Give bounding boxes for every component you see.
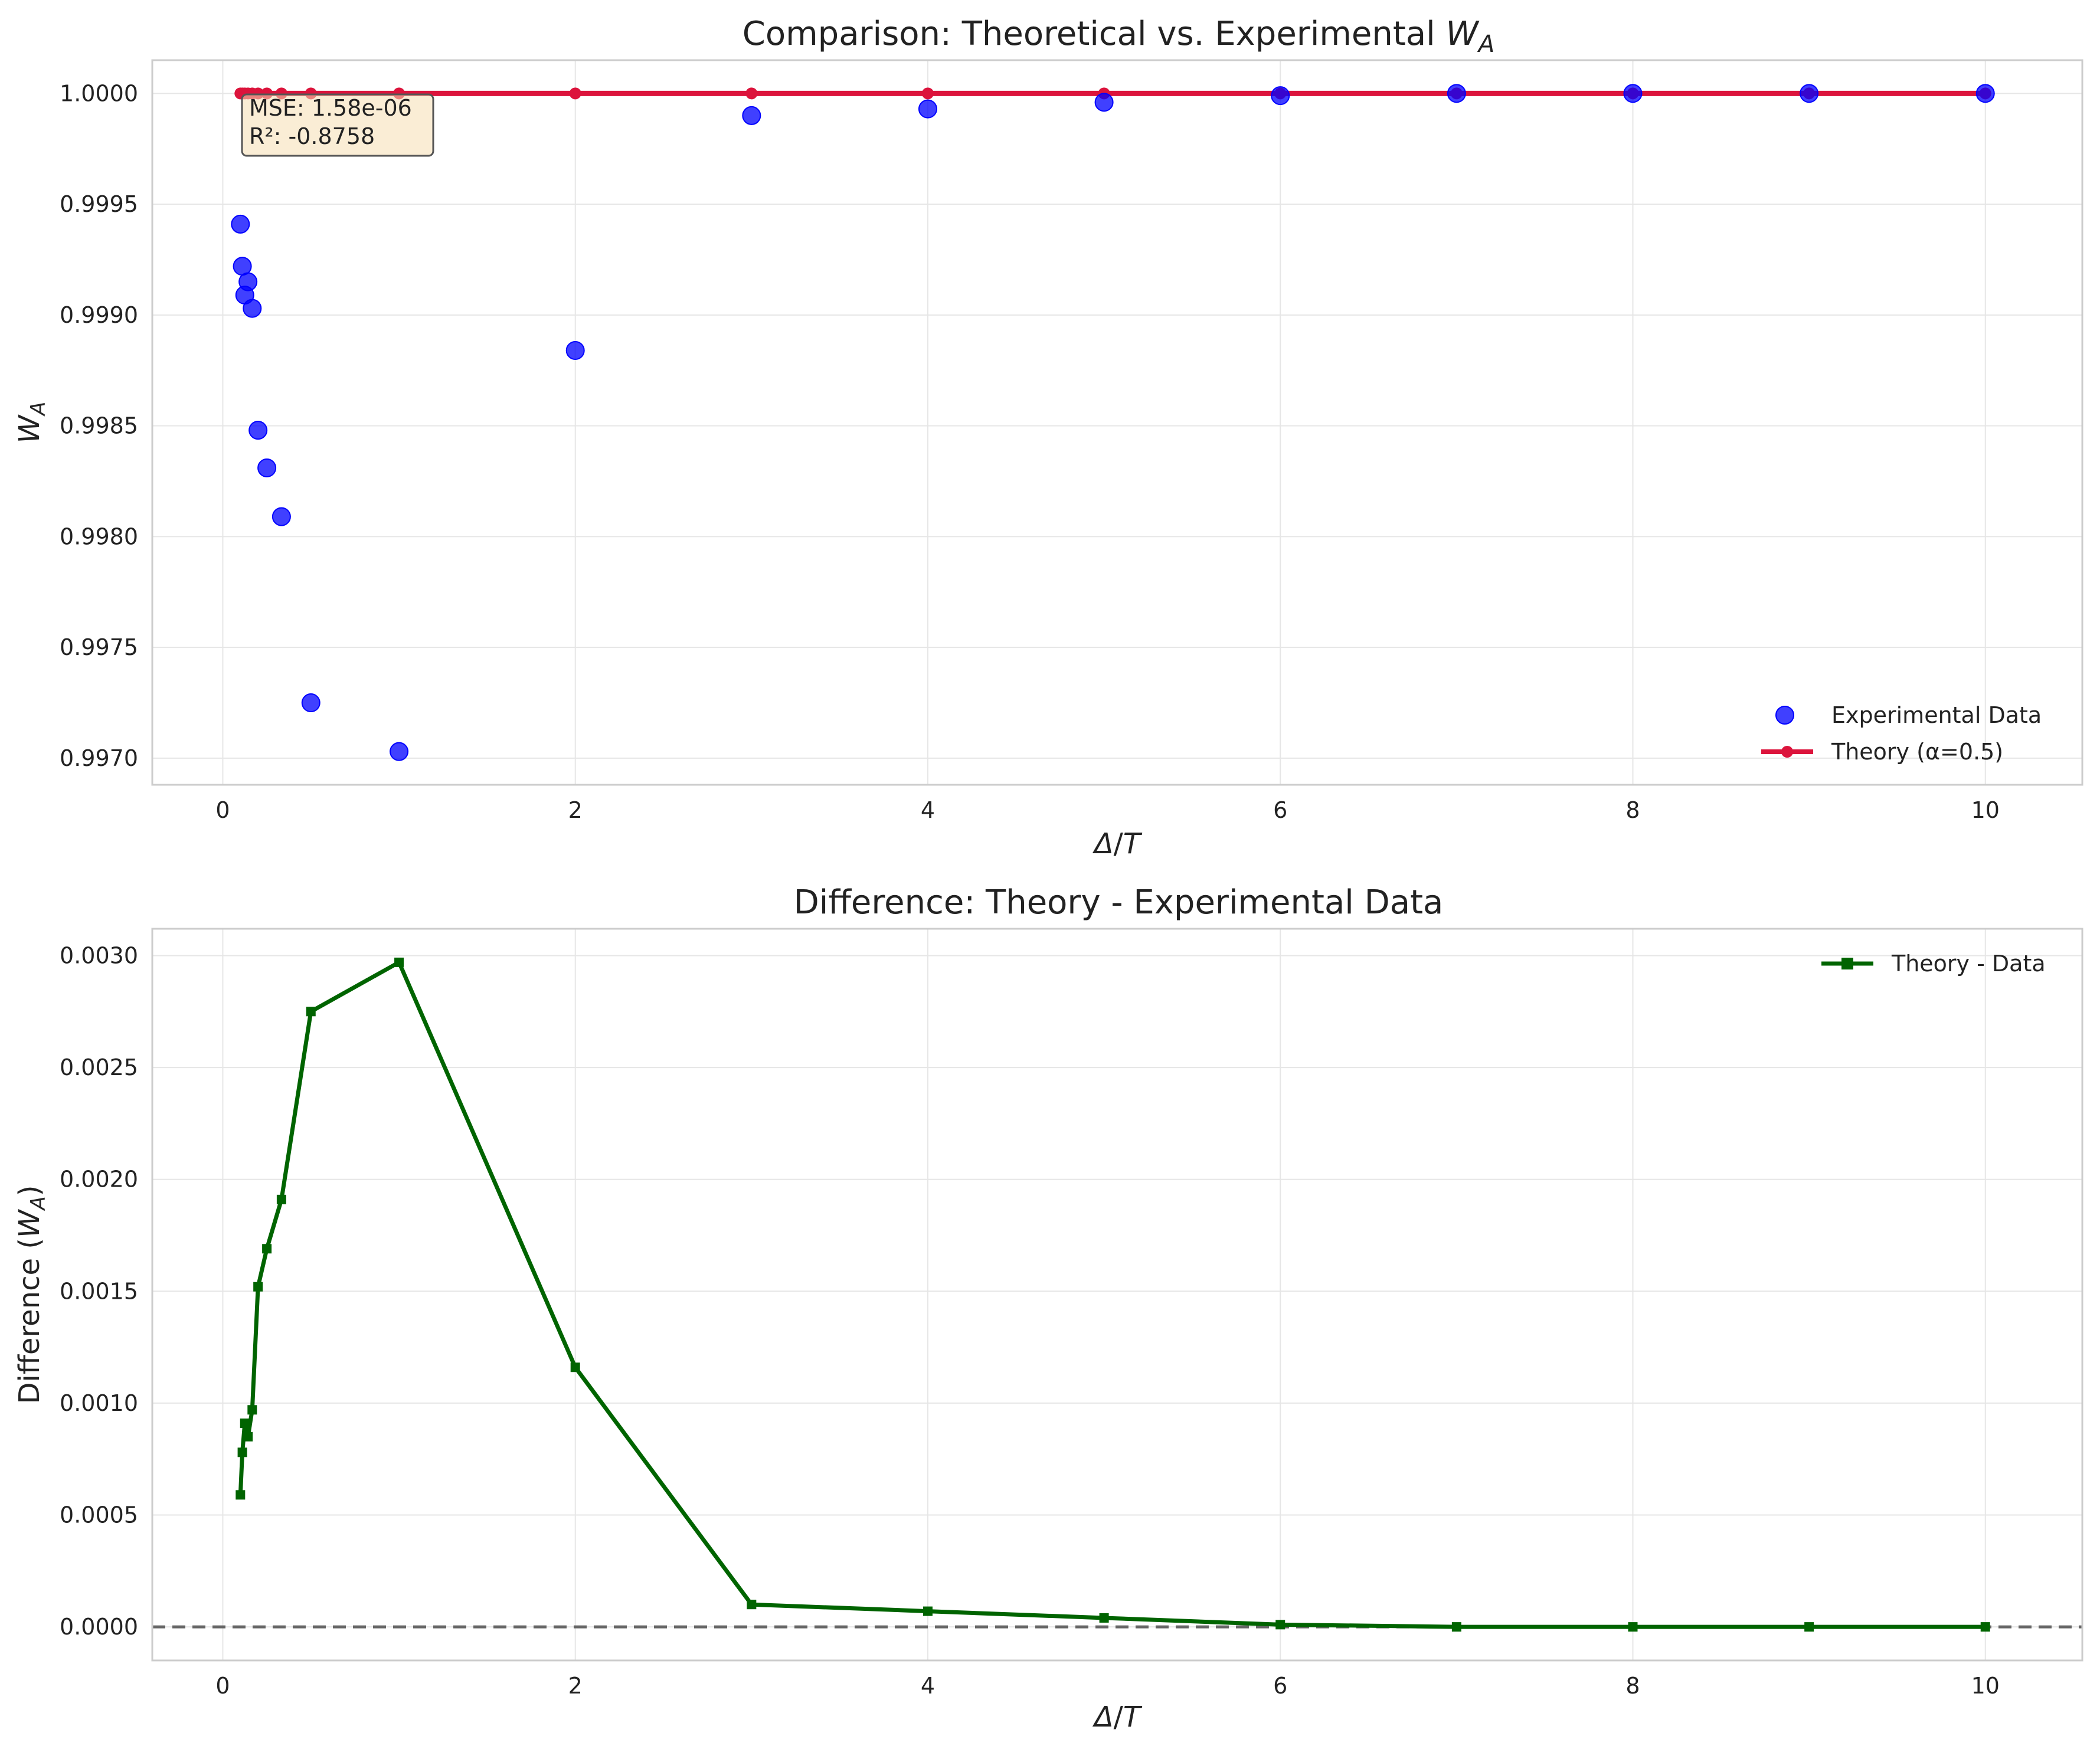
top-chart-y-tick-label: 0.9985 (60, 413, 138, 439)
bottom-chart-data-point (306, 1007, 316, 1017)
top-chart-x-tick-label: 4 (921, 797, 935, 823)
bottom-chart-y-tick-label: 0.0000 (60, 1614, 138, 1640)
top-chart: Comparison: Theoretical vs. Experimental… (13, 15, 2083, 860)
metrics-annotation-box: MSE: 1.58e-06 R²: -0.8758 (241, 93, 434, 157)
top-chart-y-tick-label: 0.9990 (60, 302, 138, 328)
mse-annotation: MSE: 1.58e-06 (249, 95, 412, 121)
top-chart-data-point (1271, 86, 1290, 106)
legend-marker-experimental (1775, 706, 1794, 725)
legend-marker-theory (1781, 746, 1793, 758)
top-chart-data-point (921, 87, 934, 100)
legend-label-theory: Theory (α=0.5) (1831, 739, 2003, 765)
bottom-chart-title: Difference: Theory - Experimental Data (794, 883, 1444, 922)
top-chart-data-point (1623, 84, 1643, 103)
bottom-chart-data-point (262, 1244, 272, 1254)
bottom-chart-y-ticks: 0.0000 0.0005 0.0010 0.0015 0.0020 0.0025 0.00… (60, 943, 138, 1640)
top-chart-data-point (569, 87, 581, 100)
top-chart-data-point (565, 340, 585, 360)
bottom-chart-x-tick-label: 0 (215, 1673, 230, 1699)
top-chart-x-tick-label: 6 (1273, 797, 1287, 823)
bottom-chart-x-tick-label: 4 (921, 1673, 935, 1699)
top-chart-data-point (243, 299, 262, 318)
top-chart-legend: Experimental Data Theory (α=0.5) (1761, 702, 2042, 765)
top-chart-y-tick-label: 1.0000 (60, 80, 138, 106)
bottom-chart-data-point (235, 1490, 246, 1500)
top-chart-y-tick-label: 0.9980 (60, 523, 138, 549)
bottom-chart-data-point (1804, 1622, 1814, 1632)
bottom-chart-y-tick-label: 0.0025 (60, 1054, 138, 1080)
top-chart-data-point (231, 214, 250, 234)
top-chart-data-point (301, 693, 320, 713)
top-chart-data-point (742, 106, 761, 125)
top-chart-data-point (918, 99, 937, 119)
top-chart-title: Comparison: Theoretical vs. Experimental… (742, 15, 1495, 58)
bottom-chart-x-tick-label: 2 (568, 1673, 583, 1699)
top-chart-y-tick-label: 0.9995 (60, 191, 138, 217)
bottom-chart-x-tick-label: 6 (1273, 1673, 1287, 1699)
bottom-chart-data-point (394, 957, 404, 967)
bottom-chart-data-point (747, 1600, 757, 1610)
top-chart-y-tick-label: 0.9970 (60, 745, 138, 771)
bottom-chart-data-point (1628, 1622, 1638, 1632)
bottom-chart-x-tick-label: 8 (1625, 1673, 1640, 1699)
top-chart-x-tick-label: 8 (1625, 797, 1640, 823)
bottom-chart-data-point (1275, 1620, 1285, 1630)
bottom-chart-data-point (1980, 1622, 1990, 1632)
top-chart-series-0 (231, 84, 1995, 761)
top-chart-data-point (1094, 93, 1114, 112)
bottom-chart-data-point (237, 1447, 247, 1457)
bottom-chart-x-axis-label: Δ/T (1092, 1701, 1143, 1734)
bottom-chart: Difference: Theory - Experimental Data 0… (13, 883, 2083, 1734)
bottom-chart-series-0 (235, 957, 1990, 1632)
legend-marker-difference (1841, 958, 1853, 969)
top-chart-x-tick-label: 0 (215, 797, 230, 823)
top-chart-data-point (1447, 84, 1466, 103)
bottom-chart-x-tick-label: 10 (1971, 1673, 2000, 1699)
bottom-chart-y-tick-label: 0.0010 (60, 1390, 138, 1416)
bottom-chart-y-axis-label: Difference (WA) (13, 1185, 50, 1404)
top-chart-x-axis-label: Δ/T (1092, 827, 1143, 860)
bottom-chart-data-point (1099, 1613, 1109, 1623)
top-chart-y-tick-label: 0.9975 (60, 634, 138, 660)
top-chart-data-point (248, 421, 268, 440)
top-chart-data-point (745, 87, 758, 100)
bottom-chart-data-point (923, 1606, 933, 1616)
top-chart-y-axis-label: WA (13, 402, 50, 444)
bottom-chart-legend: Theory - Data (1821, 951, 2046, 977)
bottom-chart-y-tick-label: 0.0030 (60, 943, 138, 969)
top-chart-data-point (1975, 84, 1995, 103)
bottom-chart-data-point (253, 1282, 263, 1292)
bottom-chart-data-point (276, 1194, 286, 1204)
top-chart-data-point (390, 742, 409, 761)
bottom-chart-data-point (240, 1419, 250, 1429)
r2-annotation: R²: -0.8758 (249, 123, 375, 149)
bottom-chart-y-tick-label: 0.0020 (60, 1167, 138, 1193)
top-chart-data-point (238, 272, 258, 291)
top-chart-x-tick-label: 2 (568, 797, 583, 823)
top-chart-data-point (272, 507, 291, 526)
bottom-chart-y-tick-label: 0.0015 (60, 1278, 138, 1304)
legend-label-difference: Theory - Data (1891, 951, 2046, 977)
bottom-chart-data-point (243, 1431, 253, 1442)
bottom-chart-x-ticks: 0 2 4 6 8 10 (215, 1673, 2000, 1699)
top-chart-data-point (1800, 84, 1819, 103)
bottom-chart-y-tick-label: 0.0005 (60, 1502, 138, 1528)
top-chart-axes-frame (151, 59, 2083, 786)
bottom-chart-axes-frame (151, 928, 2083, 1662)
legend-label-experimental: Experimental Data (1831, 702, 2042, 728)
top-chart-x-ticks: 0 2 4 6 8 10 (215, 797, 2000, 823)
bottom-chart-data-point (247, 1405, 257, 1415)
bottom-chart-data-point (1451, 1622, 1461, 1632)
top-chart-y-ticks: 0.9970 0.9975 0.9980 0.9985 0.9990 0.9995 1.00… (60, 80, 138, 771)
top-chart-data-point (257, 458, 277, 477)
top-chart-x-tick-label: 10 (1971, 797, 2000, 823)
bottom-chart-data-point (570, 1362, 580, 1372)
bottom-chart-marks (152, 957, 2082, 1632)
